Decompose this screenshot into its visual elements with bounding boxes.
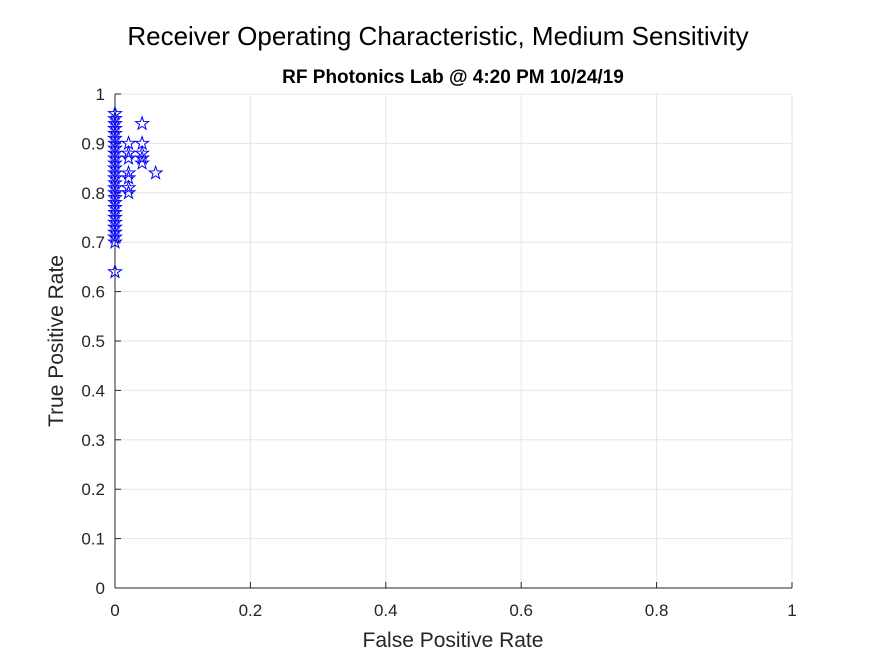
y-tick-label: 0.2 [81, 480, 105, 499]
x-tick-label: 0.4 [374, 601, 398, 620]
y-tick-label: 0.4 [81, 381, 105, 400]
y-tick-label: 1 [96, 85, 105, 104]
data-point-star [134, 154, 151, 170]
x-tick-label: 1 [787, 601, 796, 620]
data-point-star [134, 115, 151, 131]
y-tick-label: 0.6 [81, 283, 105, 302]
y-tick-label: 0 [96, 579, 105, 598]
data-point-star [120, 184, 137, 200]
chart-subtitle: RF Photonics Lab @ 4:20 PM 10/24/19 [282, 67, 624, 88]
data-point-star [107, 263, 123, 279]
x-axis-label: False Positive Rate [363, 629, 544, 652]
y-tick-label: 0.8 [81, 184, 105, 203]
data-point-star [147, 164, 164, 180]
x-tick-label: 0 [110, 601, 119, 620]
data-point-star [120, 179, 137, 195]
data-point-star [120, 149, 137, 165]
y-tick-label: 0.3 [81, 431, 105, 450]
y-tick-label: 0.1 [81, 530, 105, 549]
x-tick-label: 0.6 [509, 601, 533, 620]
y-tick-label: 0.7 [81, 233, 105, 252]
data-point-star [107, 228, 123, 245]
y-axis-label: True Positive Rate [45, 255, 68, 427]
chart-title: Receiver Operating Characteristic, Mediu… [127, 21, 748, 51]
x-tick-labels: 0 0.2 0.4 0.6 0.8 1 [110, 601, 796, 620]
data-point-star [107, 233, 123, 249]
y-tick-label: 0.5 [81, 332, 105, 351]
x-tick-label: 0.2 [239, 601, 263, 620]
x-tick-label: 0.8 [645, 601, 669, 620]
data-point-star [120, 164, 137, 180]
data-points [107, 105, 164, 279]
y-tick-labels: 0 0.1 0.2 0.3 0.4 0.5 0.6 0.7 0.8 0.9 1 [81, 85, 105, 598]
y-tick-label: 0.9 [81, 134, 105, 153]
data-point-star [134, 149, 151, 165]
data-point-star [120, 144, 137, 161]
